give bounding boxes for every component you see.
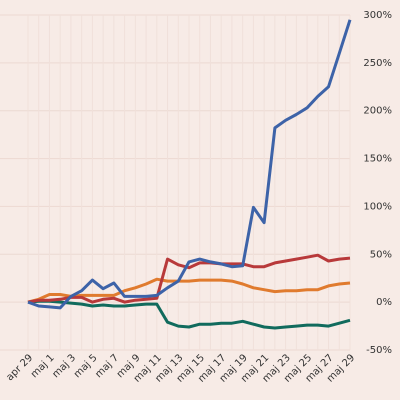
y-tick-label: 50% (370, 249, 392, 260)
y-tick-label: 300% (363, 10, 392, 21)
y-tick-label: 0% (376, 297, 392, 308)
x-tick-label: maj 3 (50, 352, 78, 380)
y-tick-label: 200% (363, 106, 392, 117)
series-line (27, 277, 351, 304)
y-tick-label: 150% (363, 154, 392, 165)
series-line (27, 19, 352, 310)
x-tick-label: maj 7 (93, 352, 121, 380)
y-tick-label: -50% (366, 345, 392, 356)
x-tick-label: maj 5 (72, 352, 100, 380)
y-tick-label: 250% (363, 58, 392, 69)
series-line (27, 299, 351, 330)
y-tick-label: 100% (363, 201, 392, 212)
x-tick-label: maj 1 (29, 352, 57, 380)
x-tick-label: apr 29 (4, 352, 35, 383)
series-line (27, 253, 351, 304)
